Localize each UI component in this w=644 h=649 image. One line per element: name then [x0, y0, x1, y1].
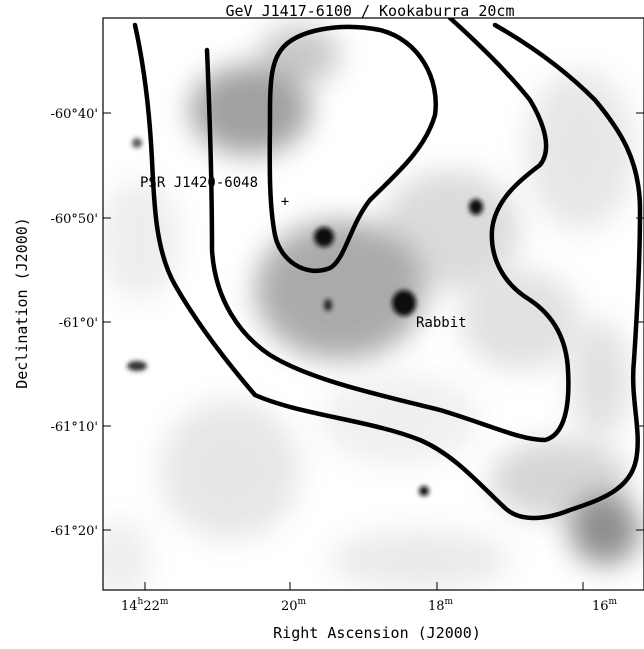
figure-title: GeV J1417-6100 / Kookaburra 20cm — [226, 2, 515, 20]
x-tick-label: 20m — [281, 597, 307, 614]
rabbit-label: Rabbit — [416, 315, 467, 331]
x-ticks: 14h22m 20m 18m 16m — [121, 582, 618, 614]
rabbit-source — [392, 290, 416, 316]
y-tick-label: -60°40' — [50, 107, 98, 122]
y-tick-label: -61°10' — [50, 420, 98, 435]
x-axis-label: Right Ascension (J2000) — [273, 624, 481, 642]
compact-source-ne — [469, 199, 483, 215]
compact-source-south — [419, 486, 429, 496]
image-panel: + PSR J1420-6048 Rabbit — [103, 18, 644, 590]
x-tick-label: 14h22m — [121, 597, 169, 614]
compact-source-nw — [132, 138, 142, 148]
x-tick-label: 18m — [428, 597, 454, 614]
y-tick-label: -61°0' — [59, 316, 98, 331]
compact-source-small — [324, 299, 332, 311]
diffuse-emission — [103, 25, 640, 590]
pulsar-marker: + — [281, 194, 289, 210]
x-tick-label: 16m — [592, 597, 618, 614]
y-tick-label: -60°50' — [50, 212, 98, 227]
bright-source-center — [314, 227, 334, 247]
gev-contours — [132, 18, 643, 521]
contour-outer — [132, 22, 643, 521]
pulsar-label: PSR J1420-6048 — [140, 175, 258, 191]
contour-middle — [204, 18, 571, 443]
y-tick-label: -61°20' — [50, 524, 98, 539]
contour-inner — [267, 24, 438, 274]
plot-frame — [102, 17, 644, 591]
compact-source-west — [127, 361, 147, 371]
y-ticks: -60°40' -60°50' -61°0' -61°10' -61°20' — [50, 107, 644, 539]
compact-sources — [127, 138, 483, 496]
y-axis-label: Declination (J2000) — [13, 217, 31, 389]
